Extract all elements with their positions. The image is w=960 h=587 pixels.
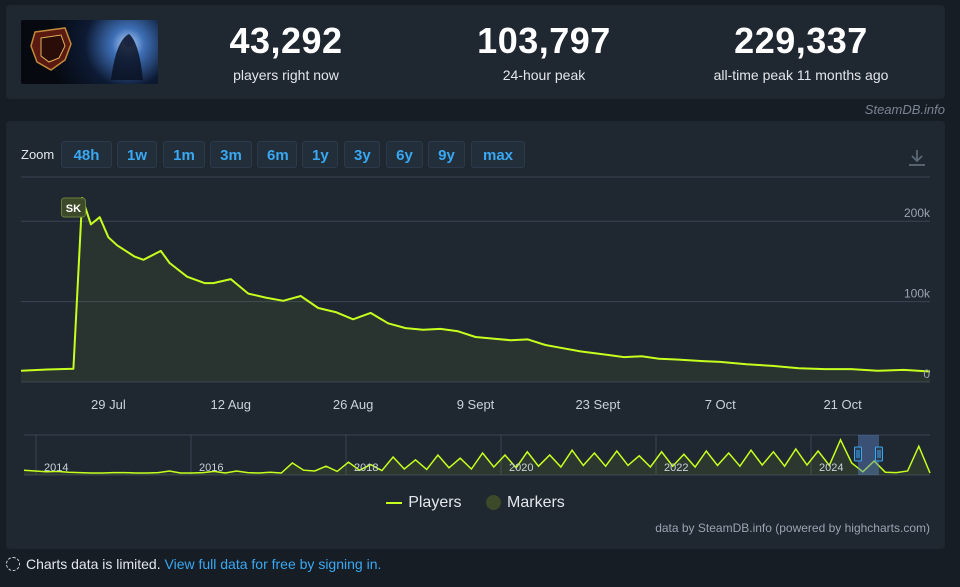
navigator-line bbox=[23, 438, 931, 474]
stat-24h-peak: 103,797 24-hour peak bbox=[464, 20, 624, 84]
loading-circle-icon bbox=[6, 557, 20, 571]
peak-24h-value: 103,797 bbox=[477, 20, 611, 61]
stats-panel: 43,292 players right now 103,797 24-hour… bbox=[6, 5, 945, 99]
marker-flag bbox=[60, 197, 86, 218]
download-icon[interactable] bbox=[907, 148, 927, 168]
zoom-1y-button[interactable]: 1y bbox=[302, 141, 338, 168]
navigator-handle bbox=[875, 446, 883, 462]
zoom-1m-button[interactable]: 1m bbox=[163, 141, 205, 168]
y-tick-label: 0 bbox=[923, 367, 930, 381]
game-capsule-image[interactable] bbox=[21, 20, 158, 84]
x-tick-label: 7 Oct bbox=[705, 397, 736, 412]
players-now-value: 43,292 bbox=[229, 20, 343, 61]
y-tick-label: 200k bbox=[904, 206, 931, 220]
players-line-icon bbox=[386, 501, 403, 504]
zoom-3y-button[interactable]: 3y bbox=[344, 141, 380, 168]
all-time-peak-label: all-time peak 11 months ago bbox=[713, 67, 889, 83]
zoom-48h-button[interactable]: 48h bbox=[61, 141, 112, 168]
chart-panel: Zoom 48h 1w 1m 3m 6m 1y 3y 6y 9y max 0 10… bbox=[6, 121, 945, 549]
navigator-year-label: 2022 bbox=[664, 462, 688, 474]
zoom-label: Zoom bbox=[21, 147, 55, 162]
steamdb-credit: SteamDB.info bbox=[864, 102, 945, 117]
players-line bbox=[20, 196, 931, 373]
navigator-year-label: 2014 bbox=[44, 462, 68, 474]
highcharts-credit: data by SteamDB.info (powered by highcha… bbox=[655, 521, 930, 535]
zoom-6y-button[interactable]: 6y bbox=[386, 141, 423, 168]
navigator-area bbox=[24, 439, 930, 475]
markers-dot-icon bbox=[486, 495, 502, 511]
navigator-year-label: 2024 bbox=[819, 462, 843, 474]
x-tick-label: 21 Oct bbox=[823, 397, 862, 412]
x-tick-label: 29 Jul bbox=[91, 397, 126, 412]
x-tick-label: 23 Sept bbox=[575, 397, 620, 412]
navigator-handle bbox=[854, 446, 862, 462]
navigator-year-label: 2018 bbox=[354, 462, 378, 474]
zoom-9y-button[interactable]: 9y bbox=[428, 141, 465, 168]
legend-markers[interactable]: Markers bbox=[486, 494, 565, 512]
x-tick-label: 26 Aug bbox=[333, 397, 374, 412]
marker-label: SK bbox=[66, 203, 81, 215]
x-tick-label: 12 Aug bbox=[211, 397, 252, 412]
x-tick-label: 9 Sept bbox=[457, 397, 495, 412]
stat-players-now: 43,292 players right now bbox=[206, 20, 366, 84]
chart-legend: Players Markers bbox=[6, 494, 945, 512]
zoom-6m-button[interactable]: 6m bbox=[257, 141, 297, 168]
players-area bbox=[21, 197, 930, 382]
stat-all-time-peak: 229,337 all-time peak 11 months ago bbox=[691, 20, 911, 84]
zoom-3m-button[interactable]: 3m bbox=[210, 141, 252, 168]
navigator-selection bbox=[858, 435, 879, 475]
navigator-year-label: 2016 bbox=[199, 462, 223, 474]
y-tick-label: 100k bbox=[904, 287, 931, 301]
legend-players-label: Players bbox=[408, 494, 462, 511]
all-time-peak-value: 229,337 bbox=[734, 20, 868, 61]
players-now-label: players right now bbox=[233, 67, 339, 83]
navigator-year-label: 2020 bbox=[509, 462, 533, 474]
sign-in-link[interactable]: View full data for free by signing in. bbox=[164, 556, 382, 572]
legend-players[interactable]: Players bbox=[386, 494, 462, 512]
player-count-chart[interactable]: 0 100k 200k 29 Jul 12 Aug 26 Aug 9 Sept 23 Sept… bbox=[6, 121, 945, 491]
zoom-max-button[interactable]: max bbox=[471, 141, 525, 168]
legend-markers-label: Markers bbox=[507, 494, 565, 511]
game-logo-art bbox=[30, 27, 143, 80]
zoom-1w-button[interactable]: 1w bbox=[117, 141, 157, 168]
peak-24h-label: 24-hour peak bbox=[502, 67, 586, 83]
limited-data-text: Charts data is limited. bbox=[26, 556, 165, 572]
limited-data-notice: Charts data is limited. View full data f… bbox=[6, 556, 381, 572]
